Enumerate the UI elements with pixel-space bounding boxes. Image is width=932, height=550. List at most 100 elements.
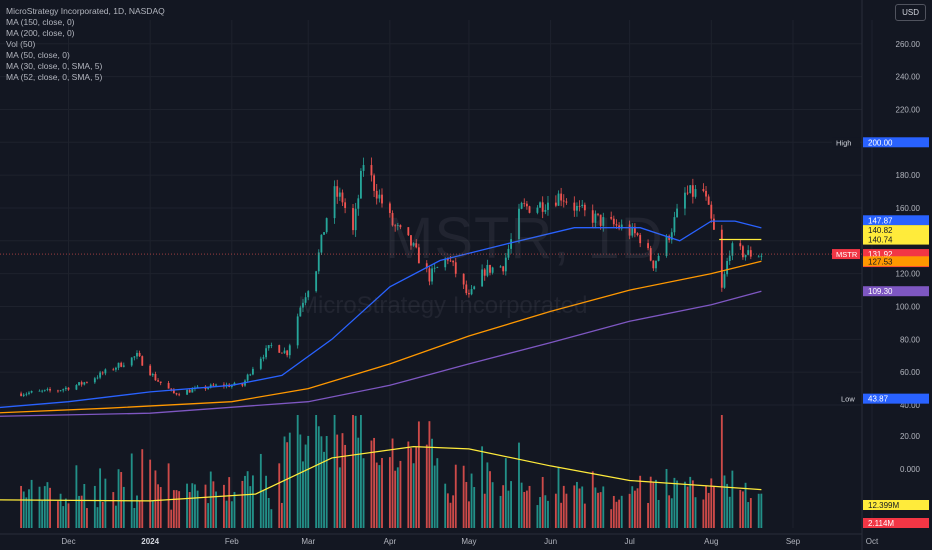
candle-body — [610, 217, 613, 219]
price-label-tag — [832, 249, 860, 260]
currency-button[interactable]: USD — [895, 4, 926, 21]
candle-body — [412, 243, 415, 246]
volume-bar — [407, 441, 410, 528]
volume-bar — [620, 495, 623, 528]
candle-body — [676, 208, 678, 218]
candle-body — [333, 186, 336, 219]
volume-bar — [560, 502, 563, 528]
candle-body — [639, 235, 642, 244]
volume-bar — [636, 488, 639, 528]
volume-bar — [288, 432, 291, 528]
time-tick-label: Oct — [866, 537, 879, 546]
candle-body — [452, 260, 455, 263]
volume-bar — [396, 467, 399, 528]
volume-bar — [225, 500, 228, 528]
price-label-box — [863, 234, 929, 245]
price-tick-label: 260.00 — [896, 40, 921, 49]
volume-bar — [62, 506, 65, 528]
candle-body — [267, 345, 270, 349]
volume-bar — [415, 446, 418, 528]
moving-average-line — [0, 260, 762, 414]
legend-ma52-sma[interactable]: MA (52, close, 0, SMA, 5) — [6, 72, 103, 82]
volume-bar — [491, 482, 494, 528]
legend-ma30-sma[interactable]: MA (30, close, 0, SMA, 5) — [6, 61, 103, 71]
volume-bar — [602, 486, 605, 528]
candle-body — [578, 205, 581, 207]
volume-bar — [417, 421, 420, 528]
legend-volume[interactable]: Vol (50) — [6, 39, 36, 49]
volume-bar — [30, 479, 33, 528]
volume-bar — [649, 476, 652, 528]
candle-body — [49, 389, 51, 391]
price-label-tag-text: High — [836, 138, 851, 147]
volume-bar — [676, 480, 678, 528]
candle-body — [336, 186, 339, 197]
volume-bar — [99, 468, 102, 528]
legend-ma200[interactable]: MA (200, close, 0) — [6, 28, 75, 38]
legend-ma150[interactable]: MA (150, close, 0) — [6, 17, 75, 27]
price-label-value: 200.00 — [868, 138, 893, 147]
volume-bar — [296, 415, 299, 528]
volume-bar — [78, 495, 80, 528]
volume-bar — [425, 444, 428, 528]
volume-bar — [46, 482, 49, 528]
volume-bar — [468, 501, 470, 528]
candle-body — [59, 390, 62, 392]
price-label-tag — [837, 393, 860, 404]
candle-body — [599, 214, 602, 226]
volume-bar — [304, 444, 307, 528]
candle-body — [757, 256, 760, 258]
candle-body — [28, 392, 30, 394]
candle-body — [141, 356, 144, 366]
volume-bar — [323, 451, 325, 528]
volume-bar — [481, 446, 484, 528]
volume-bar — [473, 487, 476, 528]
volume-bar — [610, 509, 613, 528]
volume-bar — [462, 465, 465, 528]
volume-bar — [265, 475, 268, 528]
volume-bar — [686, 486, 689, 528]
candle-body — [436, 267, 439, 269]
volume-bar — [172, 490, 175, 528]
candle-body — [22, 394, 25, 396]
candle-body — [489, 264, 491, 273]
candle-body — [388, 203, 391, 213]
candle-body — [280, 352, 283, 354]
candle-body — [713, 218, 715, 230]
candle-body — [283, 350, 286, 354]
candle-body — [565, 201, 568, 203]
volume-bar — [668, 495, 671, 528]
candle-body — [554, 202, 557, 206]
volume-bar — [657, 499, 660, 528]
price-label-value: 43.87 — [868, 395, 889, 404]
volume-bar — [470, 473, 473, 528]
volume-bar — [388, 457, 391, 528]
volume-bar — [639, 475, 642, 528]
candle-body — [352, 208, 354, 231]
volume-bar — [299, 434, 302, 528]
volume-bar — [49, 487, 51, 528]
volume-bar — [362, 458, 365, 528]
candle-body — [133, 356, 136, 358]
candle-body — [633, 226, 636, 234]
volume-bar — [544, 495, 547, 528]
volume-bar — [333, 415, 336, 528]
volume-bar — [101, 501, 104, 528]
price-label-value: 109.30 — [868, 287, 893, 296]
candle-body — [270, 345, 273, 346]
candle-body — [233, 382, 236, 386]
candle-body — [446, 258, 449, 261]
symbol-title[interactable]: MicroStrategy Incorporated, 1D, NASDAQ — [6, 6, 165, 16]
candle-body — [597, 213, 599, 215]
time-tick-label: Dec — [61, 537, 75, 546]
volume-bar — [302, 461, 304, 528]
volume-bar — [178, 491, 181, 528]
volume-bar — [597, 492, 599, 528]
candle-body — [525, 203, 528, 207]
candle-body — [341, 192, 344, 203]
volume-bar — [536, 505, 539, 528]
volume-bar — [486, 462, 489, 528]
volume-bar — [136, 495, 138, 528]
legend-ma50[interactable]: MA (50, close, 0) — [6, 50, 70, 60]
